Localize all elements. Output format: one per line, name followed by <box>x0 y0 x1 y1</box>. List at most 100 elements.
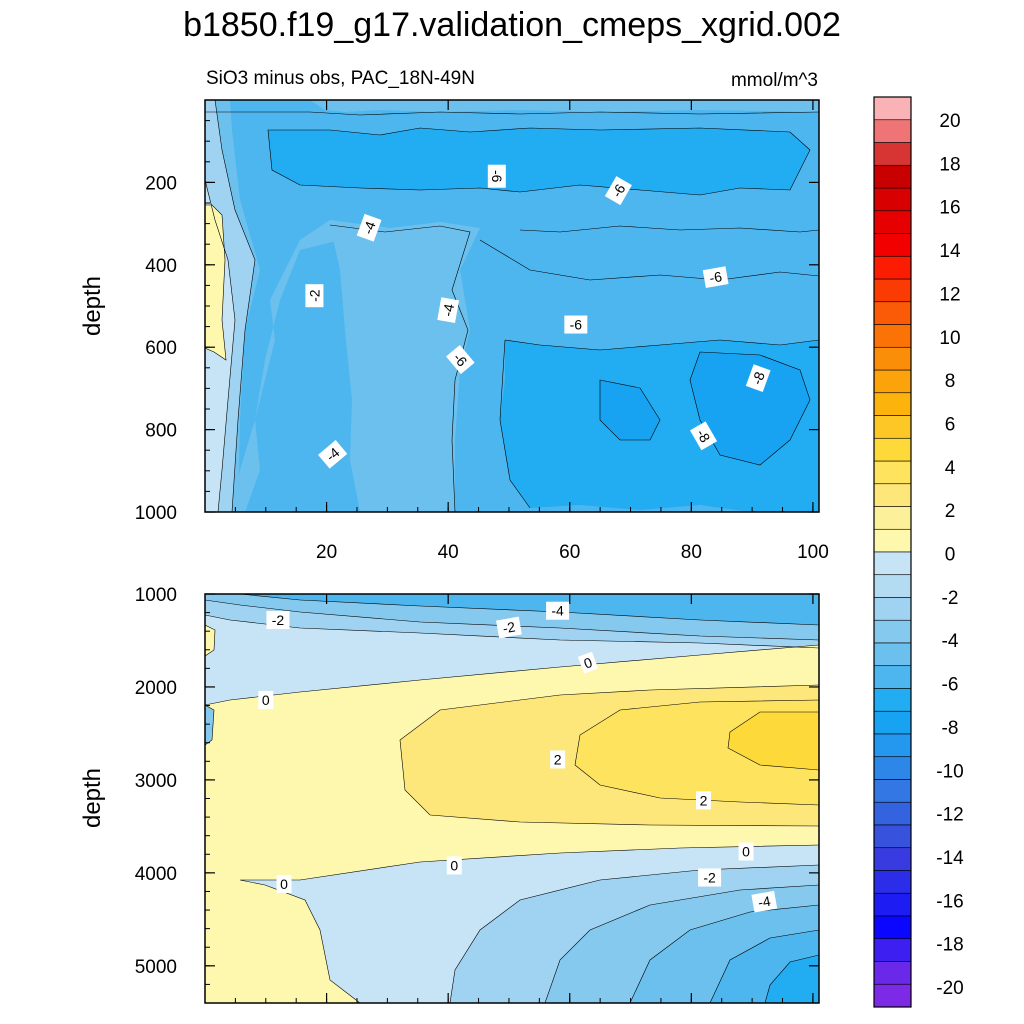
lower-band-fill-neg-bot5 <box>765 955 819 1003</box>
lower-contour-label-text-9: 0 <box>280 876 288 892</box>
upper-line-1 <box>205 111 819 116</box>
lower-line-11 <box>629 904 819 1003</box>
upper-contour-label-bg-4 <box>702 266 729 289</box>
colorbar-label-3: 14 <box>939 241 961 262</box>
colorbar-swatch-pos-13 <box>873 233 912 257</box>
colorbar-swatch-neg-19 <box>873 983 912 1008</box>
upper-contour-label-10: -4 <box>318 440 348 469</box>
lower-line-7 <box>574 699 819 806</box>
colorbar-swatch-pos-1 <box>873 506 912 530</box>
upper-contour-fill <box>205 100 819 512</box>
lower-line-15 <box>205 624 216 657</box>
lower-contour-label-text-11: -4 <box>757 893 772 911</box>
lower-ytick-label-1: 2000 <box>135 678 177 699</box>
upper-line-3 <box>205 100 256 512</box>
lower-line-8 <box>727 711 819 771</box>
colorbar-label-5: 10 <box>939 328 960 349</box>
lower-contour-label-bg-8 <box>446 856 462 875</box>
upper-contour-label-bg-10 <box>318 440 348 469</box>
colorbar-swatch-pos-11 <box>873 278 912 303</box>
colorbar-label-7: 6 <box>945 414 956 435</box>
colorbar-label-0: 20 <box>939 111 960 132</box>
colorbar-label-15: -10 <box>936 761 963 782</box>
lower-contour-label-bg-11 <box>751 890 778 913</box>
upper-contour-label-bg-0 <box>487 164 506 188</box>
colorbar-swatch-neg-17 <box>873 938 912 962</box>
upper-contour-label-text-5: -6 <box>570 317 583 333</box>
colorbar-label-13: -6 <box>942 675 959 696</box>
upper-line-11 <box>519 225 819 233</box>
upper-ytick-label-1: 400 <box>145 256 177 277</box>
colorbar-label-12: -4 <box>942 631 959 652</box>
lower-ylabel: depth <box>79 768 106 828</box>
lower-line-2 <box>205 614 819 649</box>
colorbar-swatch-neg-16 <box>873 915 912 940</box>
upper-contour-label-bg-2 <box>356 213 382 242</box>
colorbar-swatch-pos-3 <box>873 460 912 485</box>
colorbar-swatch-pos-16 <box>873 164 912 189</box>
colorbar-swatch-neg-12 <box>873 824 912 849</box>
upper-contour-label-6: -4 <box>437 297 460 324</box>
lower-line-13 <box>764 954 819 1003</box>
upper-contour-label-bg-5 <box>564 315 588 334</box>
colorbar-label-9: 2 <box>945 501 956 522</box>
lower-contour-label-text-4: 0 <box>262 692 270 708</box>
lower-contour-label-5: 2 <box>550 750 566 769</box>
upper-xtick-label-1: 40 <box>438 542 459 563</box>
colorbar-swatch-pos-9 <box>873 324 912 348</box>
colorbar-swatch-pos-15 <box>873 187 912 212</box>
colorbar-label-6: 8 <box>945 371 956 392</box>
upper-xtick-label-2: 60 <box>559 542 580 563</box>
upper-ylabel: depth <box>79 276 106 336</box>
lower-contour-label-bg-0 <box>266 611 290 630</box>
lower-line-1 <box>205 599 819 641</box>
colorbar-label-16: -12 <box>936 805 963 826</box>
upper-contour-label-5: -6 <box>564 315 588 334</box>
upper-line-2 <box>267 127 811 196</box>
lower-contour-label-bg-2 <box>546 601 570 620</box>
lower-contour-label-bg-7 <box>738 842 754 861</box>
lower-contour-label-6: 2 <box>695 791 711 810</box>
lower-contour-label-1: -2 <box>496 616 522 639</box>
colorbar: 20181614121086420-2-4-6-8-10-12-14-16-18… <box>873 96 964 1008</box>
upper-subtitle-left: SiO3 minus obs, PAC_18N-49N <box>206 68 475 89</box>
colorbar-swatch-neg-0 <box>873 551 912 576</box>
lower-contour-label-text-6: 2 <box>700 792 708 808</box>
upper-contour-label-bg-7 <box>446 344 475 375</box>
colorbar-label-17: -14 <box>936 848 964 869</box>
lower-contour-label-4: 0 <box>258 690 274 709</box>
lower-contour-label-bg-3 <box>577 651 599 674</box>
colorbar-swatch-neg-3 <box>873 619 912 644</box>
lower-ytick-label-4: 5000 <box>135 957 177 978</box>
lower-contour-label-bg-1 <box>496 616 522 639</box>
upper-contour-label-text-6: -4 <box>439 302 457 317</box>
lower-band-fill-left2 <box>205 625 215 656</box>
lower-line-12 <box>709 929 819 1003</box>
upper-contour-label-bg-9 <box>689 421 718 451</box>
upper-contour-label-text-3: -2 <box>306 289 322 302</box>
lower-contour-label-bg-5 <box>550 750 566 769</box>
colorbar-label-1: 18 <box>939 154 960 175</box>
upper-ytick-label-2: 600 <box>145 338 177 359</box>
colorbar-label-18: -16 <box>936 891 963 912</box>
lower-contour-labels: -2 -2 -4 0 0 2 2 0 0 0 -2 -4 <box>258 601 778 913</box>
colorbar-swatch-neg-1 <box>873 574 912 598</box>
lower-contour-label-bg-9 <box>276 875 292 894</box>
upper-contour-lines <box>205 100 819 512</box>
colorbar-swatch-neg-15 <box>873 892 912 917</box>
upper-contour-labels: -6 -6 -4 -2 -6 -6 -4 -6 -8 -8 -4 <box>305 164 771 469</box>
upper-line-8 <box>689 351 811 466</box>
colorbar-label-10: 0 <box>945 545 956 566</box>
lower-contour-label-bg-6 <box>695 791 711 810</box>
upper-band-fill-8a <box>268 128 810 195</box>
upper-ytick-label-4: 1000 <box>135 503 177 524</box>
lower-line-3 <box>239 594 819 626</box>
lower-contour-label-11: -4 <box>751 890 778 913</box>
colorbar-label-20: -20 <box>936 978 963 999</box>
lower-contour-label-9: 0 <box>276 875 292 894</box>
upper-contour-label-3: -2 <box>305 284 324 308</box>
colorbar-swatch-pos-0 <box>873 528 912 553</box>
upper-contour-label-text-4: -6 <box>708 268 723 286</box>
